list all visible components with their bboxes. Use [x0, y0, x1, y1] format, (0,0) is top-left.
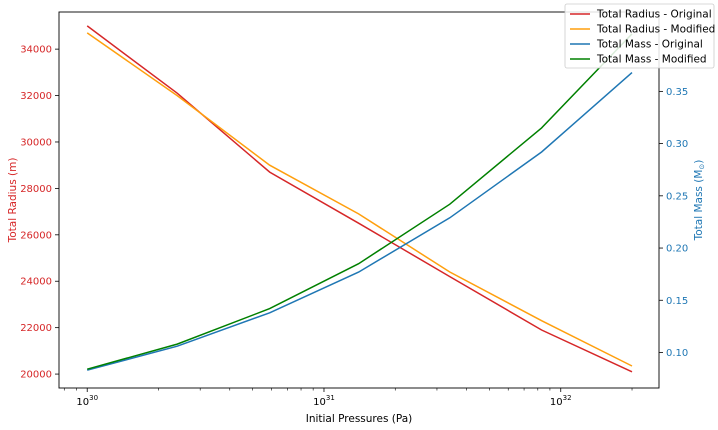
right-tick-label: 0.25 — [666, 191, 688, 202]
left-tick-label: 20000 — [20, 370, 52, 381]
series-line-3 — [87, 72, 633, 371]
series-line-4 — [86, 33, 633, 370]
series-line-2 — [86, 32, 633, 367]
right-axis-label-close: ) — [693, 160, 705, 164]
right-axis-label: Total Mass (M⊙) — [693, 160, 706, 242]
right-tick-label: 0.30 — [666, 139, 688, 150]
left-axis-ticks: 20000 22000 24000 26000 28000 30000 32000 34000 — [20, 45, 59, 381]
legend-box — [564, 3, 715, 69]
right-tick-label: 0.10 — [666, 348, 688, 359]
series-line-1 — [86, 25, 633, 373]
right-tick-label: 0.35 — [666, 87, 688, 98]
left-tick-label: 34000 — [20, 45, 52, 56]
right-tick-label: 0.15 — [666, 296, 688, 307]
x-axis-label: Initial Pressures (Pa) — [306, 413, 413, 425]
legend-label: Total Mass - Modified — [596, 54, 707, 66]
left-tick-label: 32000 — [20, 91, 52, 102]
right-axis-ticks: 0.10 0.15 0.20 0.25 0.30 0.35 — [659, 87, 688, 359]
left-tick-label: 30000 — [20, 137, 52, 148]
right-axis-label-sub: ⊙ — [698, 164, 706, 170]
left-tick-label: 22000 — [20, 323, 52, 334]
left-tick-label: 28000 — [20, 184, 52, 195]
left-tick-label: 24000 — [20, 277, 52, 288]
right-tick-label: 0.20 — [666, 244, 688, 255]
right-axis-label-text: Total Mass (M — [693, 170, 705, 242]
legend: Total Radius - Original Total Radius - Mo… — [564, 3, 715, 69]
legend-label: Total Radius - Original — [596, 9, 712, 21]
left-tick-label: 26000 — [20, 230, 52, 241]
x-tick-label: 1031 — [313, 394, 335, 408]
x-tick-label: 1032 — [550, 394, 572, 408]
plot-frame — [58, 11, 660, 389]
legend-label: Total Radius - Modified — [596, 24, 715, 36]
series-layer — [86, 25, 633, 373]
x-tick-label: 1030 — [76, 394, 98, 408]
x-axis-ticks: 1030 1031 1032 — [63, 388, 633, 408]
left-axis-label: Total Radius (m) — [7, 158, 19, 244]
legend-label: Total Mass - Original — [596, 39, 703, 51]
